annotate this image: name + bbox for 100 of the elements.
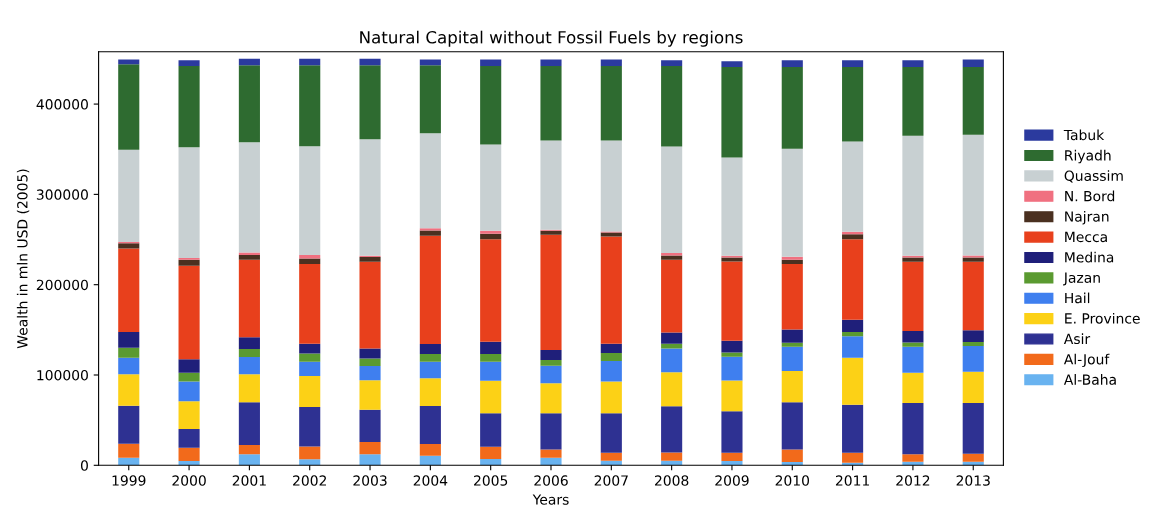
bar [781, 449, 803, 462]
x-tick-label: 2011 [835, 475, 869, 486]
bar [118, 347, 140, 358]
bar [540, 383, 562, 414]
bar [178, 428, 200, 448]
bar [661, 372, 683, 407]
bar [238, 357, 260, 375]
bar [359, 58, 381, 66]
bar [299, 58, 321, 66]
bar [661, 66, 683, 147]
y-tick-label: 400000 [36, 99, 88, 110]
bar [419, 228, 441, 231]
bar [721, 352, 743, 357]
bar [238, 255, 260, 260]
x-tick-label: 2004 [413, 475, 448, 486]
bar [781, 256, 803, 260]
bar [962, 330, 984, 343]
bar [781, 370, 803, 403]
bar [299, 343, 321, 354]
bar [419, 344, 441, 355]
bar [721, 61, 743, 68]
bar [962, 67, 984, 135]
bar [480, 230, 502, 234]
x-tick-label: 2012 [896, 475, 930, 486]
bar [902, 454, 924, 462]
bar [419, 59, 441, 66]
legend-label: Hail [1065, 292, 1090, 304]
bar [721, 157, 743, 256]
bar [781, 402, 803, 450]
bar [661, 452, 683, 461]
bar [902, 60, 924, 68]
bar [721, 452, 743, 461]
bar [600, 343, 622, 354]
bar [359, 261, 381, 349]
bar [419, 444, 441, 456]
x-tick-label: 1999 [112, 475, 146, 486]
bar [540, 365, 562, 384]
bar [359, 348, 381, 359]
bar [359, 442, 381, 455]
bar [781, 264, 803, 330]
bar [600, 232, 622, 237]
bar [600, 413, 622, 453]
bar [600, 381, 622, 414]
bar [962, 346, 984, 372]
bar [540, 360, 562, 366]
y-tick-label: 200000 [36, 279, 88, 291]
bar [842, 319, 864, 332]
bar [299, 361, 321, 376]
bar [419, 354, 441, 362]
bar [238, 252, 260, 256]
bar [480, 233, 502, 240]
bar [238, 259, 260, 338]
bar [299, 65, 321, 147]
legend-label: E. Province [1065, 312, 1140, 324]
bar [359, 358, 381, 366]
bar [661, 259, 683, 333]
bar [480, 458, 502, 466]
bar [600, 140, 622, 232]
bar [178, 460, 200, 466]
bar [540, 59, 562, 67]
bar [118, 457, 140, 466]
legend-label: Asir [1063, 333, 1091, 345]
bar [238, 402, 260, 446]
bar [661, 60, 683, 67]
bar [962, 257, 984, 262]
bar [419, 361, 441, 379]
x-tick-label: 2005 [474, 475, 508, 486]
bar [359, 409, 381, 443]
bar [480, 144, 502, 231]
bar [178, 401, 200, 429]
bar [480, 59, 502, 67]
bar [359, 454, 381, 466]
bar [359, 257, 381, 262]
bar [721, 356, 743, 381]
bar [480, 341, 502, 355]
legend-label: Medina [1065, 251, 1114, 263]
bar [962, 342, 984, 347]
bar [962, 134, 984, 256]
bar [842, 60, 864, 68]
bar [299, 446, 321, 460]
bar [480, 413, 502, 447]
bar [600, 361, 622, 382]
bar [359, 365, 381, 381]
bar [238, 349, 260, 358]
bar [842, 331, 864, 337]
bar [842, 67, 864, 142]
bar [118, 243, 140, 249]
bar [781, 259, 803, 265]
bar [600, 353, 622, 361]
bar [178, 265, 200, 360]
bar [480, 66, 502, 145]
bar [359, 65, 381, 140]
bar [118, 59, 140, 65]
bar [721, 340, 743, 353]
bar [118, 374, 140, 406]
bar [902, 67, 924, 136]
bar [299, 353, 321, 362]
bar [540, 66, 562, 141]
bar [238, 445, 260, 455]
bar [178, 359, 200, 373]
